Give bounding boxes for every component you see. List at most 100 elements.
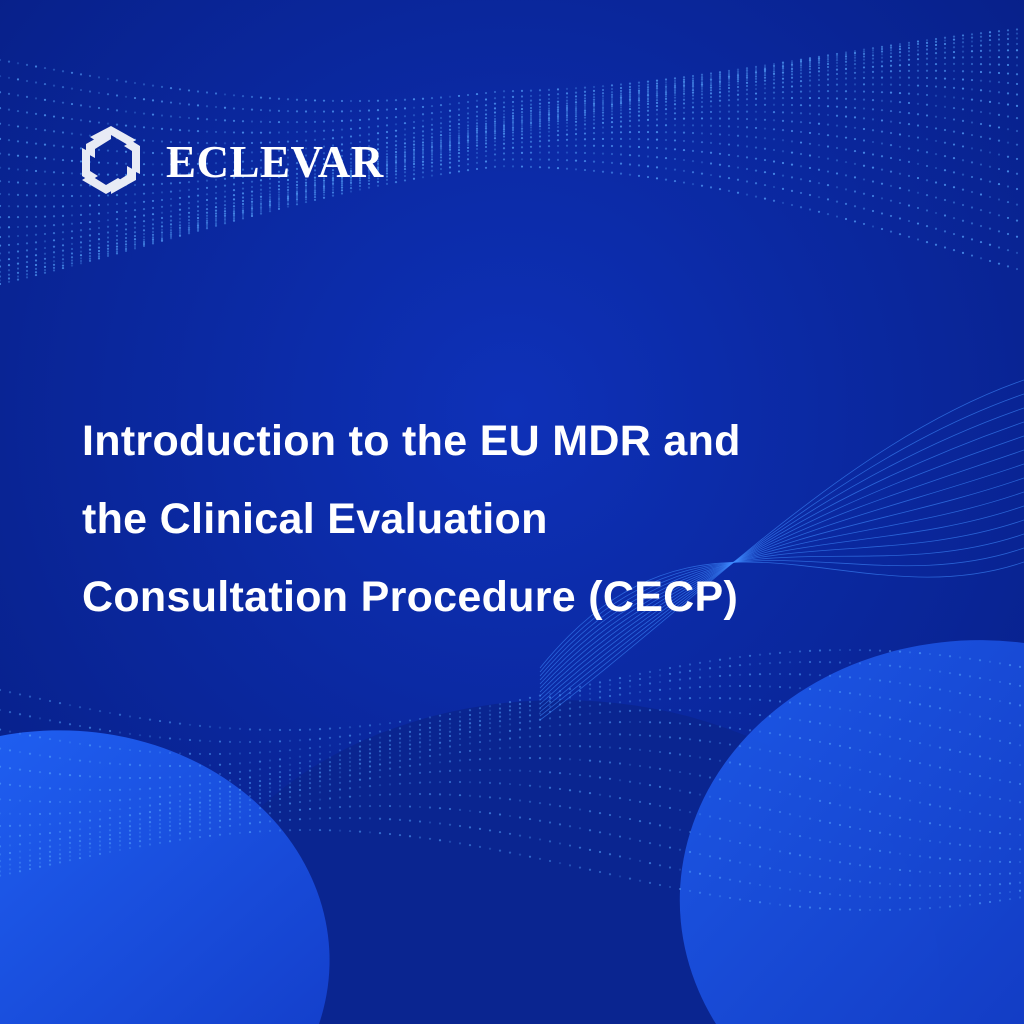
wave-dot [422, 167, 424, 169]
wave-dot [854, 163, 856, 165]
wave-dot [59, 788, 61, 790]
wave-dot [35, 248, 37, 250]
wave-dot [439, 725, 441, 727]
wave-dot [199, 753, 201, 755]
wave-dot [949, 842, 951, 844]
wave-dot [845, 218, 847, 220]
wave-dot [773, 160, 775, 162]
wave-dot [197, 214, 199, 216]
wave-dot [509, 705, 511, 707]
wave-dot [728, 154, 730, 156]
wave-dot [319, 785, 321, 787]
wave-dot [1007, 103, 1009, 105]
wave-dot [819, 674, 821, 676]
wave-dot [647, 165, 649, 167]
wave-dot [409, 748, 411, 750]
wave-dot [512, 129, 514, 131]
wave-dot [179, 793, 181, 795]
wave-dot [836, 159, 838, 161]
wave-dot [469, 781, 471, 783]
wave-dot [329, 769, 331, 771]
wave-dot [602, 92, 604, 94]
wave-dot [609, 733, 611, 735]
wave-dot [161, 212, 163, 214]
wave-dot [49, 832, 51, 834]
wave-dot [909, 854, 911, 856]
wave-dot [440, 122, 442, 124]
wave-dot [839, 861, 841, 863]
wave-dot [469, 750, 471, 752]
wave-dot [259, 760, 261, 762]
wave-dot [80, 89, 82, 91]
wave-dot [818, 169, 820, 171]
wave-dot [359, 779, 361, 781]
wave-dot [979, 755, 981, 757]
wave-dot [719, 91, 721, 93]
wave-dot [399, 783, 401, 785]
wave-dot [26, 127, 28, 129]
wave-dot [269, 97, 271, 99]
wave-dot [53, 239, 55, 241]
wave-dot [242, 208, 244, 210]
wave-dot [69, 851, 71, 853]
wave-dot [259, 780, 261, 782]
wave-dot [143, 214, 145, 216]
wave-dot [709, 725, 711, 727]
wave-dot [939, 707, 941, 709]
wave-dot [899, 817, 901, 819]
wave-dot [260, 210, 262, 212]
wave-dot [944, 86, 946, 88]
wave-dot [629, 138, 631, 140]
wave-dot [908, 76, 910, 78]
wave-dot [709, 667, 711, 669]
wave-dot [17, 140, 19, 142]
wave-dot [944, 214, 946, 216]
wave-dot [215, 106, 217, 108]
wave-dot [419, 836, 421, 838]
wave-dot [530, 110, 532, 112]
wave-dot [998, 72, 1000, 74]
wave-dot [309, 760, 311, 762]
wave-dot [519, 854, 521, 856]
wave-dot [647, 119, 649, 121]
wave-dot [296, 110, 298, 112]
wave-dot [899, 101, 901, 103]
wave-dot [1016, 117, 1018, 119]
wave-dot [431, 151, 433, 153]
wave-dot [710, 96, 712, 98]
wave-dot [107, 212, 109, 214]
wave-dot [89, 833, 91, 835]
wave-dot [169, 794, 171, 796]
wave-dot [449, 752, 451, 754]
wave-dot [759, 806, 761, 808]
wave-dot [503, 90, 505, 92]
wave-dot [239, 801, 241, 803]
wave-dot [79, 840, 81, 842]
wave-dot [629, 125, 631, 127]
wave-dot [116, 248, 118, 250]
wave-dot [359, 110, 361, 112]
wave-dot [818, 133, 820, 135]
wave-dot [521, 114, 523, 116]
wave-dot [749, 765, 751, 767]
wave-dot [839, 745, 841, 747]
wave-dot [729, 780, 731, 782]
wave-dot [779, 811, 781, 813]
wave-dot [557, 159, 559, 161]
wave-dot [689, 755, 691, 757]
wave-dot [969, 828, 971, 830]
wave-dot [314, 110, 316, 112]
wave-dot [638, 107, 640, 109]
wave-dot [29, 786, 31, 788]
wave-dot [521, 141, 523, 143]
wave-dot [494, 132, 496, 134]
wave-dot [854, 150, 856, 152]
wave-dot [872, 54, 874, 56]
wave-dot [409, 820, 411, 822]
wave-dot [589, 792, 591, 794]
wave-dot [728, 125, 730, 127]
wave-dot [249, 769, 251, 771]
wave-dot [17, 250, 19, 252]
wave-dot [899, 797, 901, 799]
wave-dot [998, 126, 1000, 128]
